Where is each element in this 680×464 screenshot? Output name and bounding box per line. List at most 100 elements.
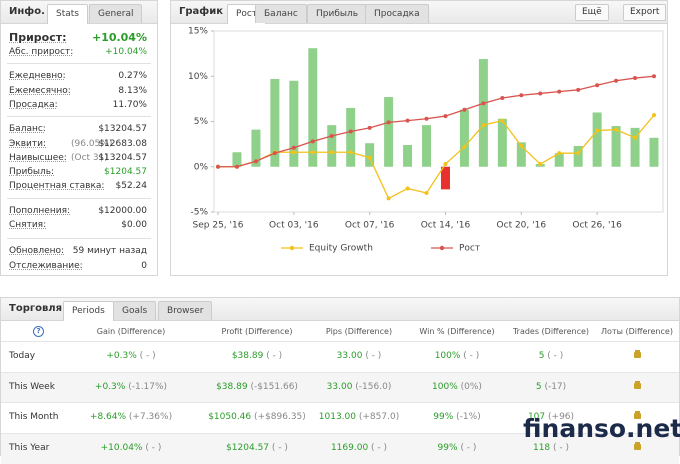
stat-label: Отслеживание: [9,260,83,271]
panel-title: Торговля [9,303,63,314]
cell: 100% ( - ) [387,351,527,361]
table-row [1,371,679,403]
cell: 33.00 ( - ) [289,351,429,361]
cell-value: +0.3% [94,381,126,392]
line-point [310,150,315,155]
tab[interactable]: Просадка [365,4,429,23]
bar [516,142,526,167]
column-header: Gain (Difference) [96,327,166,336]
cell-value: 5 [535,381,542,392]
cell-difference: (0%) [460,381,482,392]
info-panel: Инфо. Stats General Прирост: +10.04% Абс. при… [0,0,158,276]
stat-value: $52.24 [115,181,148,192]
bar [232,152,242,167]
separator [7,116,151,118]
line-point [614,127,619,132]
cell-difference: (-$151.66) [250,381,298,392]
stat-value: +10.04% [91,31,147,44]
bar [251,129,261,167]
cell: $1204.57 ( - ) [187,443,327,453]
cell-difference: (-1%) [456,412,481,422]
stat-label: Баланс: [9,124,46,135]
bar [573,145,583,167]
cell-value: 99% [433,412,454,422]
cell-difference: (-1.17%) [128,381,168,392]
button[interactable]: Export [623,4,667,21]
button[interactable]: Ещё [575,4,609,21]
cell-value: 100% [434,351,461,361]
line-point [481,101,486,106]
cell: +0.3% (-1.17%) [61,382,201,392]
column-header: Profit (Difference) [221,327,293,336]
line [218,75,655,168]
stat-value: 59 минут назад [72,246,147,257]
bar [365,143,375,167]
bar [440,166,450,190]
line-point [538,162,543,167]
cell-value: $38.89 [231,351,264,361]
panel-title: Инфо. [9,6,45,17]
cell: +8.64% (+7.36%) [61,412,201,422]
tab[interactable]: Stats [47,4,88,24]
stat-label: Ежемесячно: [9,85,71,96]
separator [7,197,151,199]
stat-value: 0.27% [118,71,147,82]
cell-value: $38.89 [216,381,248,392]
line-point [329,133,334,138]
line-point [576,151,581,156]
separator [7,238,151,240]
info-icon[interactable]: ? [33,326,44,337]
bar [403,145,413,167]
x-tick-label: Oct 07, '16 [345,221,395,231]
cell: $1050.46 (+$896.35) [187,412,327,422]
tab[interactable]: Periods [63,301,114,321]
line-point [424,116,429,121]
column-header: Pips (Difference) [325,327,393,336]
cell: 1169.00 ( - ) [289,443,429,453]
cell: +10.04% ( - ) [61,443,201,453]
cell: 99% ( - ) [387,443,527,453]
watermark: finanso.net [523,414,680,443]
x-tick-label: Oct 03, '16 [269,221,319,231]
line-point [557,89,562,94]
line-point [519,93,524,98]
stat-note: (Oct 31) [71,152,108,163]
tab[interactable]: General [89,4,143,23]
cell-value: 33.00 [336,351,363,361]
cell: $38.89 ( - ) [187,351,327,361]
bar [459,109,469,167]
tab[interactable]: Прибыль [307,4,368,23]
bar [422,125,432,167]
cell: 5 (-17) [481,382,621,392]
chart: -5% 0% 5% 10% 15% Sep 25, '16 Oct 03, '16 Oct 0… [188,27,664,254]
line-point [557,151,562,156]
cell-difference: ( - ) [547,351,564,361]
row-label: Today [9,351,36,361]
line-point [348,129,353,134]
tab[interactable]: Goals [113,301,157,320]
bar [346,107,356,167]
cell-difference: ( - ) [266,351,283,361]
cell-difference: (+857.0) [358,412,400,422]
tab[interactable]: Browser [158,301,213,320]
cell: 99% (-1%) [387,412,527,422]
cell-difference: (+7.36%) [128,412,173,422]
bar [630,127,640,167]
tab[interactable]: Баланс [255,4,307,23]
legend-label: Рост [459,244,480,254]
line-point [405,186,410,191]
bar [497,118,507,167]
legend-label: Equity Growth [309,244,373,254]
cell: +0.3% ( - ) [61,351,201,361]
lock-icon[interactable] [634,413,641,419]
bar [478,59,488,167]
stat-value: $1204.57 [104,167,147,178]
line-point [500,118,505,123]
cell-difference: (+$896.35) [254,412,306,422]
lock-icon[interactable] [634,352,641,358]
line-point [234,164,239,169]
lock-icon[interactable] [634,382,641,389]
cell-difference: ( - ) [271,442,288,453]
lock-icon[interactable] [634,443,641,450]
line-point [462,107,467,112]
